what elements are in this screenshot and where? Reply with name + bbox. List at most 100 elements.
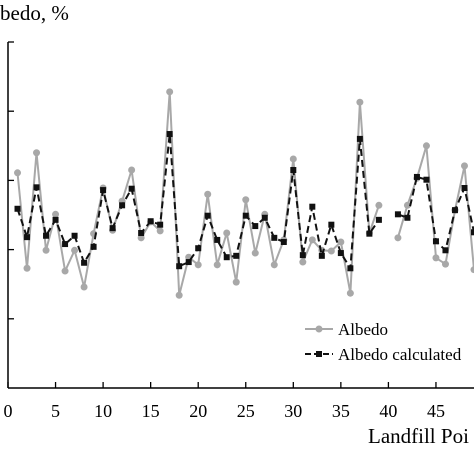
albedo-point-20: [194, 261, 202, 269]
albedo-calculated-point-15: [147, 218, 154, 225]
albedo-point-14: [137, 234, 145, 242]
albedo-point-18: [175, 291, 183, 299]
albedo-point-32: [308, 236, 316, 244]
legend: Albedo Albedo calculated: [305, 320, 462, 364]
albedo-calculated-point-31: [299, 252, 306, 259]
albedo-calculated-point-49: [471, 229, 474, 236]
legend-label-albedo: Albedo: [338, 320, 388, 339]
albedo-calculated-point-3: [33, 184, 40, 191]
albedo-calculated-point-9: [90, 243, 97, 250]
albedo-calculated-point-33: [318, 252, 325, 259]
x-tick-label-45: 45: [427, 401, 445, 421]
albedo-point-21: [204, 190, 212, 198]
albedo-calculated-point-32: [309, 203, 316, 210]
albedo-calculated-point-35: [337, 250, 344, 257]
legend-label-albedo-calculated: Albedo calculated: [338, 345, 462, 364]
albedo-point-25: [242, 196, 250, 204]
x-axis-label: Landfill Poi: [368, 424, 469, 448]
albedo-calculated-point-19: [185, 259, 192, 266]
albedo-calculated-point-45: [432, 238, 439, 245]
albedo-calculated-point-4: [43, 232, 50, 239]
albedo-calculated-point-13: [128, 185, 135, 192]
x-tick-label-40: 40: [379, 401, 397, 421]
albedo-calculated-point-11: [109, 225, 116, 232]
albedo-point-44: [422, 142, 430, 150]
albedo-point-13: [128, 166, 136, 174]
series-albedo: [14, 88, 474, 299]
albedo-point-8: [80, 283, 88, 291]
albedo-calculated-point-25: [242, 212, 249, 219]
albedo-calculated-point-47: [451, 207, 458, 214]
albedo-calculated-point-48: [461, 185, 468, 192]
albedo-calculated-point-12: [119, 202, 126, 209]
albedo-point-35: [337, 238, 345, 246]
albedo-point-31: [299, 258, 307, 266]
albedo-point-41: [394, 234, 402, 242]
albedo-calculated-point-23: [223, 254, 230, 261]
albedo-calculated-point-18: [176, 263, 183, 270]
albedo-point-39: [375, 201, 383, 209]
albedo-point-37: [356, 98, 364, 106]
albedo-point-49: [470, 266, 474, 274]
x-tick-label-20: 20: [189, 401, 207, 421]
albedo-calculated-point-26: [252, 223, 259, 230]
y-axis-label: bedo, %: [0, 1, 69, 25]
legend-marker-albedo: [315, 325, 323, 333]
albedo-calculated-point-41: [394, 211, 401, 218]
albedo-point-3: [33, 149, 41, 157]
albedo-calculated-point-1: [14, 205, 21, 212]
albedo-calculated-point-2: [24, 234, 31, 241]
albedo-calculated-point-16: [157, 221, 164, 228]
albedo-point-24: [232, 278, 240, 286]
albedo-point-34: [327, 247, 335, 255]
albedo-point-22: [213, 261, 221, 269]
albedo-point-28: [270, 261, 278, 269]
albedo-point-23: [223, 229, 231, 237]
albedo-calculated-point-38: [366, 230, 373, 237]
albedo-calculated-point-28: [271, 234, 278, 241]
series-albedo-calculated: [14, 131, 474, 272]
albedo-point-26: [251, 249, 259, 257]
albedo-point-2: [23, 264, 31, 272]
albedo-point-30: [289, 155, 297, 163]
albedo-calculated-point-42: [404, 214, 411, 221]
albedo-calculated-point-24: [233, 252, 240, 259]
albedo-point-6: [61, 267, 69, 275]
albedo-calculated-point-36: [347, 265, 354, 272]
albedo-calculated-point-21: [204, 212, 211, 219]
x-tick-label-10: 10: [94, 401, 112, 421]
albedo-point-1: [14, 169, 22, 177]
albedo-calculated-point-22: [214, 236, 221, 243]
albedo-point-5: [52, 210, 60, 218]
albedo-point-4: [42, 246, 50, 254]
albedo-calculated-point-14: [138, 229, 145, 236]
x-tick-label-35: 35: [332, 401, 350, 421]
legend-sample-albedo-calculated: [305, 351, 333, 357]
albedo-calculated-point-7: [71, 232, 78, 239]
albedo-calculated-point-6: [62, 241, 69, 248]
albedo-calculated-point-20: [195, 245, 202, 252]
albedo-point-36: [346, 289, 354, 297]
albedo-calculated-point-39: [375, 216, 382, 223]
x-tick-label-30: 30: [284, 401, 302, 421]
albedo-calculated-point-17: [166, 131, 173, 138]
legend-marker-albedo-calculated: [316, 351, 322, 357]
albedo-calculated-point-29: [280, 238, 287, 245]
albedo-calculated-point-5: [52, 216, 59, 223]
legend-sample-albedo: [305, 325, 333, 333]
albedo-point-42: [403, 201, 411, 209]
albedo-calculated-point-10: [100, 187, 107, 194]
albedo-point-16: [156, 227, 164, 235]
x-tick-label-0: 0: [4, 401, 13, 421]
albedo-calculated-point-44: [423, 176, 430, 183]
x-tick-label-15: 15: [142, 401, 160, 421]
albedo-calculated-point-34: [328, 221, 335, 228]
albedo-point-46: [441, 260, 449, 268]
series-layer: [14, 88, 474, 299]
albedo-calculated-point-37: [356, 135, 363, 142]
albedo-calculated-point-30: [290, 167, 297, 174]
albedo-calculated-point-46: [442, 247, 449, 254]
albedo-point-45: [432, 254, 440, 262]
albedo-calculated-point-27: [261, 214, 268, 221]
